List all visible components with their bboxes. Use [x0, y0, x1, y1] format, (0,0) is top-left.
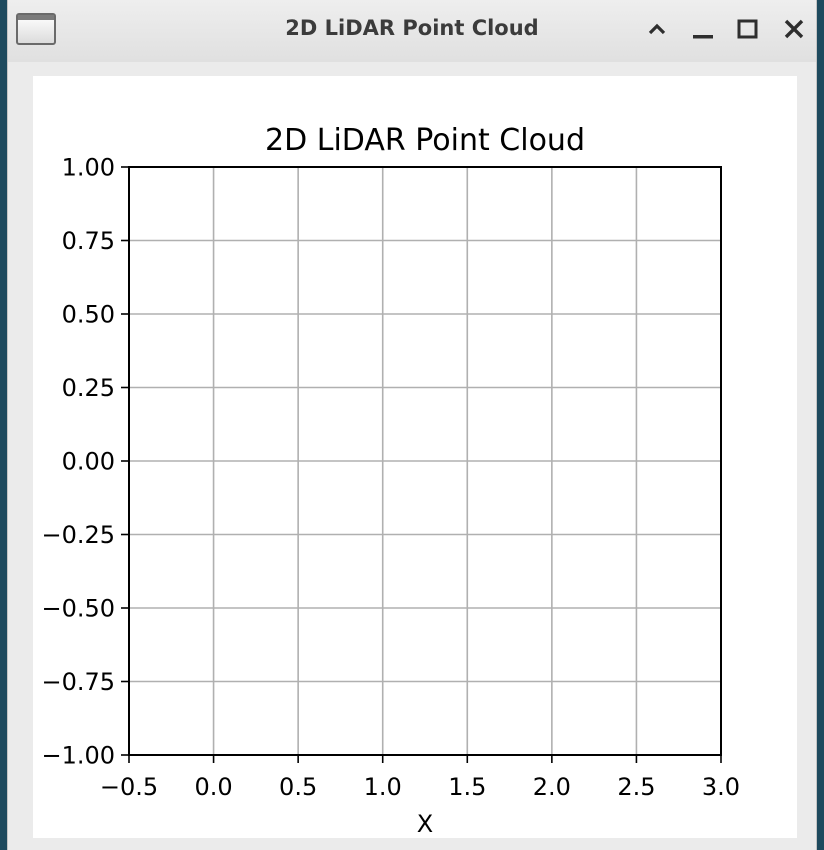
scatter-plot[interactable]: −0.5 0.0 0.5 1.0 1.5 2.0 2.5 3.0 1.00 0.75 0.50 0.2… [33, 76, 797, 838]
y-tick-label: −1.00 [41, 742, 115, 770]
x-tick-label: 0.0 [194, 773, 232, 801]
y-tick-label: 0.25 [62, 374, 115, 402]
app-window: 2D LiDAR Point Cloud [7, 0, 817, 850]
y-tick-label: 0.00 [62, 448, 115, 476]
y-tick-label: 0.75 [62, 227, 115, 255]
close-icon[interactable] [779, 14, 809, 44]
window-title: 2D LiDAR Point Cloud [285, 16, 539, 40]
maximize-icon[interactable] [732, 14, 762, 44]
x-tick-label: −0.5 [100, 773, 158, 801]
y-tick-label: −0.25 [41, 521, 115, 549]
x-tick-label: 0.5 [279, 773, 317, 801]
app-window-icon[interactable] [16, 13, 56, 45]
chart-title: 2D LiDAR Point Cloud [265, 123, 585, 158]
y-tick-label: 0.50 [62, 301, 115, 329]
x-tick-label: 2.5 [617, 773, 655, 801]
chevron-up-icon[interactable] [642, 14, 672, 44]
x-tick-label: 3.0 [702, 773, 740, 801]
y-tick-label: −0.75 [41, 668, 115, 696]
title-bar[interactable]: 2D LiDAR Point Cloud [8, 0, 816, 62]
x-tick-label: 1.0 [364, 773, 402, 801]
plot-canvas[interactable]: −0.5 0.0 0.5 1.0 1.5 2.0 2.5 3.0 1.00 0.75 0.50 0.2… [33, 76, 797, 838]
x-axis-label: X [417, 810, 433, 838]
x-tick-label: 1.5 [448, 773, 486, 801]
x-tick-label: 2.0 [533, 773, 571, 801]
minimize-icon[interactable] [688, 14, 718, 44]
y-tick-label: 1.00 [62, 154, 115, 182]
y-tick-label: −0.50 [41, 595, 115, 623]
